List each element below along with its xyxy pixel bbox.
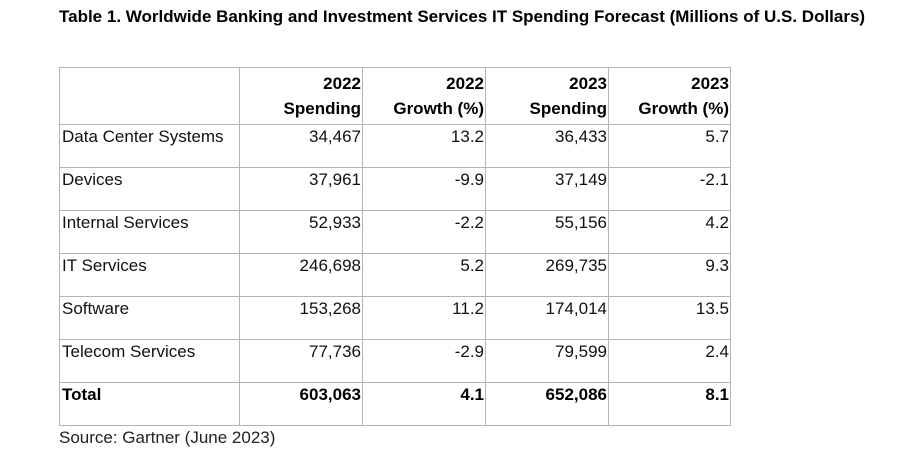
table-header-row: 2022 Spending 2022 Growth (%) 2023 Spend… [59, 67, 731, 125]
table-row: Internal Services 52,933 -2.2 55,156 4.2 [59, 210, 731, 254]
cell-2022-growth: -9.9 [362, 167, 486, 211]
cell-2022-spending: 52,933 [239, 210, 363, 254]
header-2022-growth: 2022 Growth (%) [362, 67, 486, 125]
total-2023-spending: 652,086 [485, 382, 609, 426]
cell-2022-growth: 13.2 [362, 124, 486, 168]
total-label: Total [59, 382, 240, 426]
cell-2022-growth: -2.2 [362, 210, 486, 254]
total-2022-growth: 4.1 [362, 382, 486, 426]
header-line: Growth (%) [393, 99, 484, 118]
header-2023-spending: 2023 Spending [485, 67, 609, 125]
row-label: Internal Services [59, 210, 240, 254]
cell-2022-spending: 246,698 [239, 253, 363, 297]
cell-2022-growth: 5.2 [362, 253, 486, 297]
header-line: Spending [283, 99, 361, 118]
row-label: Telecom Services [59, 339, 240, 383]
spending-forecast-table: 2022 Spending 2022 Growth (%) 2023 Spend… [59, 67, 731, 426]
cell-2023-spending: 79,599 [485, 339, 609, 383]
cell-2023-growth: 13.5 [608, 296, 731, 340]
cell-2023-growth: 9.3 [608, 253, 731, 297]
cell-2023-spending: 174,014 [485, 296, 609, 340]
row-label: Software [59, 296, 240, 340]
source-note: Source: Gartner (June 2023) [59, 428, 276, 447]
cell-2023-spending: 269,735 [485, 253, 609, 297]
cell-2023-growth: 2.4 [608, 339, 731, 383]
row-label: IT Services [59, 253, 240, 297]
header-line: 2023 [691, 74, 729, 93]
total-row: Total 603,063 4.1 652,086 8.1 [59, 382, 731, 426]
header-line: 2023 [569, 74, 607, 93]
cell-2023-growth: 4.2 [608, 210, 731, 254]
cell-2022-spending: 37,961 [239, 167, 363, 211]
cell-2022-spending: 77,736 [239, 339, 363, 383]
cell-2023-spending: 36,433 [485, 124, 609, 168]
header-2022-spending: 2022 Spending [239, 67, 363, 125]
table-row: IT Services 246,698 5.2 269,735 9.3 [59, 253, 731, 297]
header-line: 2022 [323, 74, 361, 93]
cell-2022-growth: -2.9 [362, 339, 486, 383]
cell-2022-growth: 11.2 [362, 296, 486, 340]
header-line: Spending [529, 99, 607, 118]
cell-2023-spending: 37,149 [485, 167, 609, 211]
table-row: Software 153,268 11.2 174,014 13.5 [59, 296, 731, 340]
table-row: Data Center Systems 34,467 13.2 36,433 5… [59, 124, 731, 168]
row-label: Devices [59, 167, 240, 211]
header-2023-growth: 2023 Growth (%) [608, 67, 731, 125]
total-2022-spending: 603,063 [239, 382, 363, 426]
header-cell-empty [59, 67, 240, 125]
cell-2023-growth: -2.1 [608, 167, 731, 211]
cell-2022-spending: 34,467 [239, 124, 363, 168]
table-row: Devices 37,961 -9.9 37,149 -2.1 [59, 167, 731, 211]
cell-2022-spending: 153,268 [239, 296, 363, 340]
cell-2023-spending: 55,156 [485, 210, 609, 254]
header-line: 2022 [446, 74, 484, 93]
table-row: Telecom Services 77,736 -2.9 79,599 2.4 [59, 339, 731, 383]
table-title: Table 1. Worldwide Banking and Investmen… [59, 7, 866, 26]
row-label: Data Center Systems [59, 124, 240, 168]
header-line: Growth (%) [638, 99, 729, 118]
total-2023-growth: 8.1 [608, 382, 731, 426]
cell-2023-growth: 5.7 [608, 124, 731, 168]
